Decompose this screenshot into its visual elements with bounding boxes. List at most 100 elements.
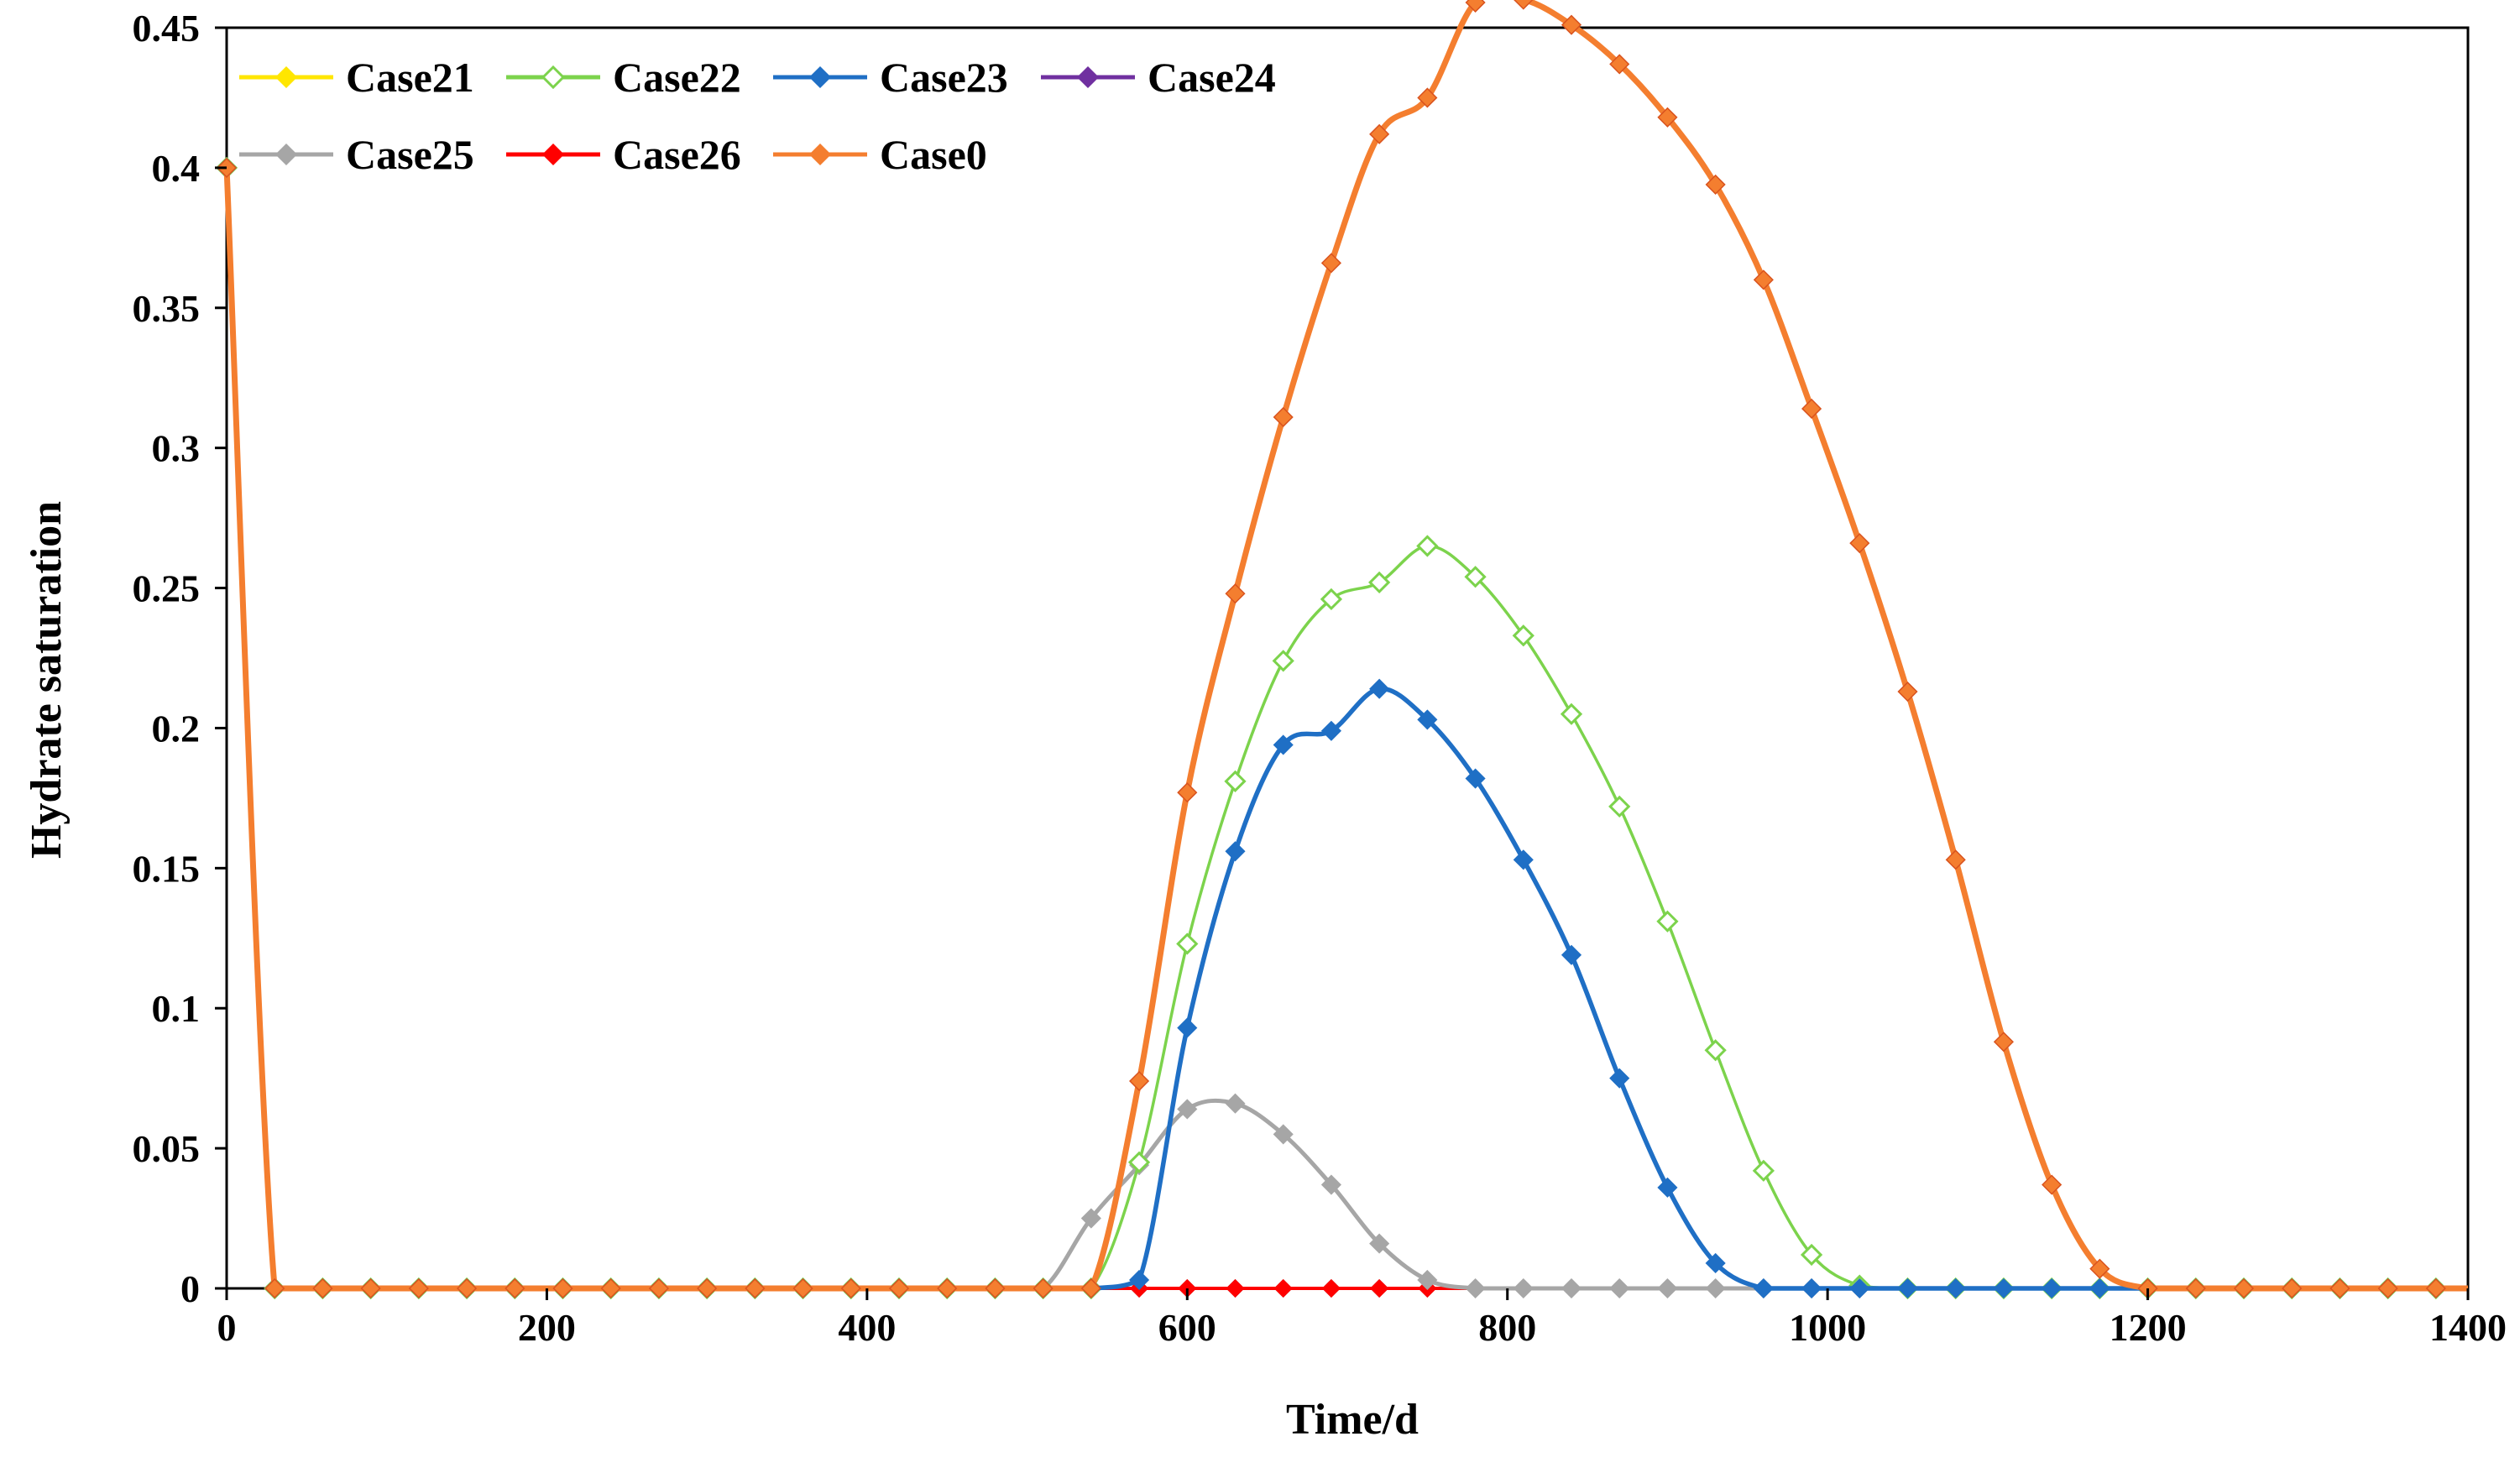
x-tick-label: 800 — [1478, 1306, 1536, 1349]
y-tick-label: 0.4 — [152, 147, 201, 190]
data-point-case22 — [1416, 535, 1439, 557]
axes-layer: 0 200 400 600 800 1000 1200 1400 0 0.05 0.1 0.15 0.2… — [133, 7, 2507, 1349]
data-point-case23 — [1705, 1252, 1726, 1274]
data-point-case0 — [1320, 253, 1341, 274]
data-point-case0 — [1897, 681, 1918, 703]
x-tick-label: 1000 — [1789, 1306, 1866, 1349]
y-tick-label: 0 — [180, 1267, 200, 1310]
data-point-case0 — [552, 1277, 573, 1299]
data-point-case23 — [1801, 1277, 1822, 1299]
data-point-case0 — [745, 1277, 766, 1299]
data-point-case25 — [1225, 1093, 1246, 1114]
data-point-case26 — [1226, 1278, 1245, 1298]
legend-marker — [1076, 65, 1100, 89]
legend-label: Case24 — [1148, 54, 1276, 101]
data-point-case25 — [1417, 1269, 1438, 1291]
legend-marker — [541, 143, 565, 166]
data-point-case0 — [505, 1277, 525, 1299]
data-point-case23 — [1129, 1269, 1150, 1291]
data-point-case0 — [2185, 1277, 2206, 1299]
data-point-case0 — [985, 1277, 1006, 1299]
data-point-case23 — [1753, 1277, 1774, 1299]
data-point-case22 — [1368, 571, 1391, 594]
data-point-case23 — [1897, 1277, 1918, 1299]
data-point-case25 — [1273, 1124, 1294, 1145]
legend[interactable]: Case21 Case22 Case23 Case24 Case25 Case26 Case… — [239, 54, 1276, 178]
data-point-case0 — [1753, 269, 1774, 290]
y-tick-label: 0.35 — [133, 287, 201, 330]
data-point-case0 — [792, 1277, 813, 1299]
x-axis-title: Time/d — [1286, 1396, 1419, 1444]
data-point-case0 — [600, 1277, 621, 1299]
data-point-case0 — [1033, 1277, 1053, 1299]
data-point-case0 — [2377, 1277, 2398, 1299]
data-point-case22 — [1560, 703, 1583, 725]
data-point-case26 — [1273, 1278, 1293, 1298]
y-tick-label: 0.45 — [133, 7, 201, 50]
data-point-case23 — [1225, 841, 1246, 862]
data-point-case25 — [1080, 1208, 1101, 1229]
legend-item-case23[interactable]: Case23 — [773, 54, 1008, 101]
data-point-case22 — [1704, 1039, 1727, 1062]
x-tick-label: 0 — [217, 1306, 237, 1349]
data-point-case25 — [1657, 1277, 1678, 1299]
data-point-case22 — [1272, 650, 1294, 672]
legend-item-case21[interactable]: Case21 — [239, 54, 474, 101]
data-point-case22 — [1320, 588, 1343, 611]
legend-item-case24[interactable]: Case24 — [1041, 54, 1276, 101]
data-point-case0 — [1225, 583, 1246, 604]
data-point-case0 — [1849, 533, 1870, 554]
data-point-case0 — [2282, 1277, 2303, 1299]
data-point-case23 — [1417, 709, 1438, 730]
legend-item-case22[interactable]: Case22 — [506, 54, 741, 101]
legend-marker — [541, 65, 566, 90]
data-point-case22 — [1752, 1159, 1775, 1182]
data-point-case23 — [1849, 1277, 1870, 1299]
data-point-case0 — [1369, 123, 1390, 144]
data-point-case25 — [1369, 1233, 1390, 1254]
data-point-case23 — [1320, 720, 1341, 741]
y-tick-label: 0.2 — [152, 707, 201, 750]
data-point-case25 — [1465, 1277, 1486, 1299]
data-point-case22 — [1512, 624, 1534, 647]
series-layer — [215, 0, 2468, 1300]
legend-marker — [808, 143, 832, 166]
data-point-case0 — [2329, 1277, 2350, 1299]
x-tick-label: 1400 — [2429, 1306, 2507, 1349]
legend-item-case26[interactable]: Case26 — [506, 131, 741, 178]
data-point-case25 — [1609, 1277, 1630, 1299]
data-point-case23 — [1609, 1068, 1630, 1089]
series-case0 — [216, 0, 2468, 1299]
y-tick-label: 0.3 — [152, 427, 201, 470]
data-point-case0 — [1417, 87, 1438, 108]
legend-label: Case22 — [613, 54, 741, 101]
data-point-case23 — [2042, 1277, 2063, 1299]
data-point-case0 — [2089, 1258, 2110, 1279]
data-point-case0 — [1561, 14, 1582, 35]
legend-item-case25[interactable]: Case25 — [239, 131, 474, 178]
data-point-case0 — [1609, 54, 1630, 75]
data-point-case25 — [1320, 1174, 1341, 1195]
legend-label: Case23 — [880, 54, 1008, 101]
y-tick-label: 0.1 — [152, 987, 201, 1030]
y-tick-label: 0.15 — [133, 847, 201, 890]
data-point-case23 — [1513, 849, 1534, 870]
data-point-case0 — [697, 1277, 718, 1299]
data-point-case22 — [1127, 1151, 1151, 1173]
data-point-case25 — [1561, 1277, 1582, 1299]
legend-label: Case25 — [346, 131, 474, 178]
data-point-case0 — [648, 1277, 669, 1299]
legend-item-case0[interactable]: Case0 — [773, 131, 987, 178]
y-tick-label: 0.05 — [133, 1127, 201, 1170]
data-point-case0 — [264, 1277, 285, 1299]
data-point-case0 — [312, 1277, 333, 1299]
x-tick-label: 400 — [838, 1306, 896, 1349]
data-point-case23 — [1993, 1277, 2014, 1299]
legend-label: Case21 — [346, 54, 474, 101]
data-point-case23 — [1561, 944, 1582, 965]
data-point-case0 — [1465, 0, 1486, 13]
data-point-case0 — [2425, 1277, 2446, 1299]
x-tick-label: 1200 — [2110, 1306, 2187, 1349]
